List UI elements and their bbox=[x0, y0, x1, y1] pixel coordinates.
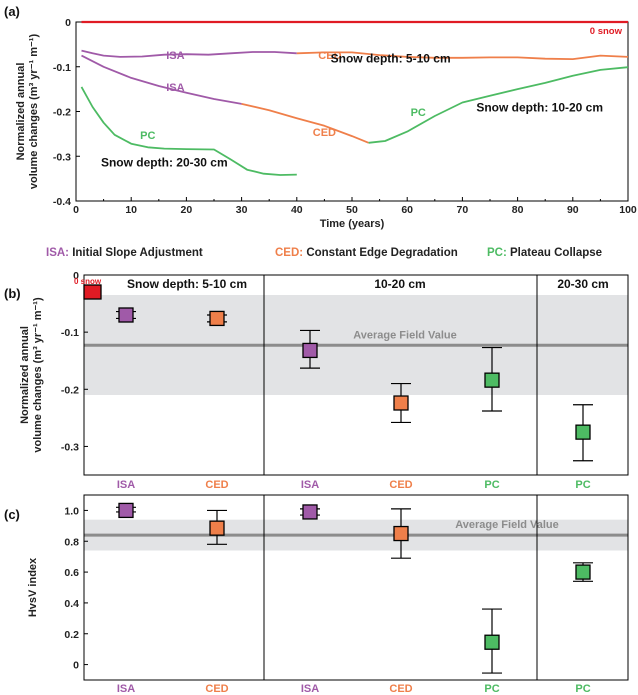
category-label: CED bbox=[205, 683, 228, 695]
category-label: ISA bbox=[301, 683, 319, 695]
series-line-isa bbox=[81, 54, 242, 105]
plot-frame bbox=[83, 274, 629, 476]
y-tick-label: -0.3 bbox=[61, 441, 79, 453]
y-axis-label: Normalized annualvolume changes (m³ yr⁻¹… bbox=[15, 34, 40, 190]
x-tick-label: 80 bbox=[512, 204, 524, 216]
data-point-ced bbox=[209, 310, 225, 327]
line-label-isa: ISA bbox=[166, 82, 184, 94]
y-tick-label: -0.2 bbox=[53, 107, 71, 119]
y-tick-label: 0.4 bbox=[64, 598, 79, 610]
series-line-pc bbox=[80, 86, 297, 176]
panel-b: (b) Average Field Value 0 -0.1 -0.2 -0.3 Norma… bbox=[4, 270, 629, 491]
data-point-isa bbox=[302, 342, 318, 359]
data-point-ced bbox=[393, 395, 409, 411]
x-tick-label: 40 bbox=[291, 204, 303, 216]
y-tick-label: 0 bbox=[73, 660, 79, 672]
y-axis-label: Normalized annualvolume changes (m³ yr⁻¹… bbox=[19, 297, 44, 453]
data-point-pc bbox=[575, 424, 591, 440]
y-tick-label: 1.0 bbox=[64, 505, 79, 517]
data-point-pc bbox=[575, 564, 591, 580]
category-label: PC bbox=[484, 683, 499, 695]
group-header: Snow depth: 5-10 cm bbox=[127, 277, 247, 291]
line-label-isa: ISA bbox=[166, 50, 184, 62]
data-point-ced bbox=[209, 520, 225, 536]
legend-item-pc: PC: Plateau Collapse bbox=[487, 247, 602, 259]
panel-label: (a) bbox=[4, 4, 20, 19]
annotation-snow-5-10: Snow depth: 5-10 cm bbox=[331, 51, 451, 65]
field-average-label: Average Field Value bbox=[455, 519, 559, 531]
data-point-pc bbox=[484, 372, 500, 388]
y-axis-label: HvsV index bbox=[27, 557, 39, 617]
line-label-pc: PC bbox=[411, 107, 426, 119]
x-tick-label: 20 bbox=[181, 204, 193, 216]
y-tick-label: 0 bbox=[65, 17, 71, 29]
y-tick-label: -0.2 bbox=[61, 384, 79, 396]
x-tick-label: 10 bbox=[125, 204, 137, 216]
y-tick-label: 0.2 bbox=[64, 629, 79, 641]
panel-a: (a) 0 10 20 30 40 50 60 70 80 90 100 0 -0.1 -0.2 -0.3 -0… bbox=[4, 4, 637, 230]
category-label: CED bbox=[389, 683, 412, 695]
x-tick-label: 100 bbox=[619, 204, 637, 216]
y-tick-label: 0.6 bbox=[64, 567, 79, 579]
x-tick-label: 30 bbox=[236, 204, 248, 216]
category-label: ISA bbox=[301, 479, 319, 491]
series-line-ced bbox=[296, 51, 629, 60]
zero-snow-label: 0 snow bbox=[74, 277, 102, 286]
category-label: PC bbox=[575, 479, 590, 491]
category-label: ISA bbox=[117, 479, 135, 491]
data-point-pc bbox=[484, 634, 500, 650]
y-tick-label: -0.1 bbox=[61, 327, 79, 339]
x-tick-label: 50 bbox=[346, 204, 358, 216]
line-label-ced: CED bbox=[318, 50, 341, 62]
category-label: PC bbox=[575, 683, 590, 695]
x-tick-label: 70 bbox=[457, 204, 469, 216]
field-average-label: Average Field Value bbox=[353, 329, 457, 341]
x-tick-label: 60 bbox=[401, 204, 413, 216]
line-label-pc: PC bbox=[140, 130, 155, 142]
y-tick-label: -0.4 bbox=[53, 196, 71, 208]
x-axis-label: Time (years) bbox=[320, 218, 385, 230]
category-label: CED bbox=[205, 479, 228, 491]
series-line-isa bbox=[81, 49, 297, 58]
group-header: 20-30 cm bbox=[557, 277, 608, 291]
line-label-ced: CED bbox=[313, 127, 336, 139]
annotation-snow-10-20: Snow depth: 10-20 cm bbox=[476, 101, 603, 115]
category-label: PC bbox=[484, 479, 499, 491]
data-point-isa bbox=[118, 307, 134, 323]
series-line-ced bbox=[241, 103, 369, 144]
y-tick-label: 0.8 bbox=[64, 536, 79, 548]
legend-item-ced: CED: Constant Edge Degradation bbox=[275, 247, 458, 259]
category-label: CED bbox=[389, 479, 412, 491]
plot-frame bbox=[83, 494, 629, 681]
legend: ISA: Initial Slope Adjustment CED: Consta… bbox=[46, 247, 602, 259]
data-point-isa bbox=[302, 504, 318, 520]
annotation-snow-20-30: Snow depth: 20-30 cm bbox=[101, 156, 228, 170]
x-tick-label: 90 bbox=[567, 204, 579, 216]
legend-item-isa: ISA: Initial Slope Adjustment bbox=[46, 247, 203, 259]
category-label: ISA bbox=[117, 683, 135, 695]
series-line-pc bbox=[368, 66, 629, 144]
zero-snow-marker bbox=[83, 284, 102, 300]
annotation-zero-snow: 0 snow bbox=[590, 26, 623, 37]
y-tick-label: -0.3 bbox=[53, 151, 71, 163]
panel-label: (c) bbox=[4, 507, 20, 522]
group-header: 10-20 cm bbox=[374, 277, 425, 291]
x-tick-label: 0 bbox=[73, 204, 79, 216]
y-tick-label: -0.1 bbox=[53, 62, 71, 74]
panel-label: (b) bbox=[4, 286, 21, 301]
data-point-ced bbox=[393, 525, 409, 542]
panel-c: (c) Average Field Value 1.0 0.8 0.6 0.4 0.2 0 Hv… bbox=[4, 494, 629, 695]
data-point-isa bbox=[118, 502, 134, 519]
y-tick-label: 0 bbox=[73, 270, 79, 282]
